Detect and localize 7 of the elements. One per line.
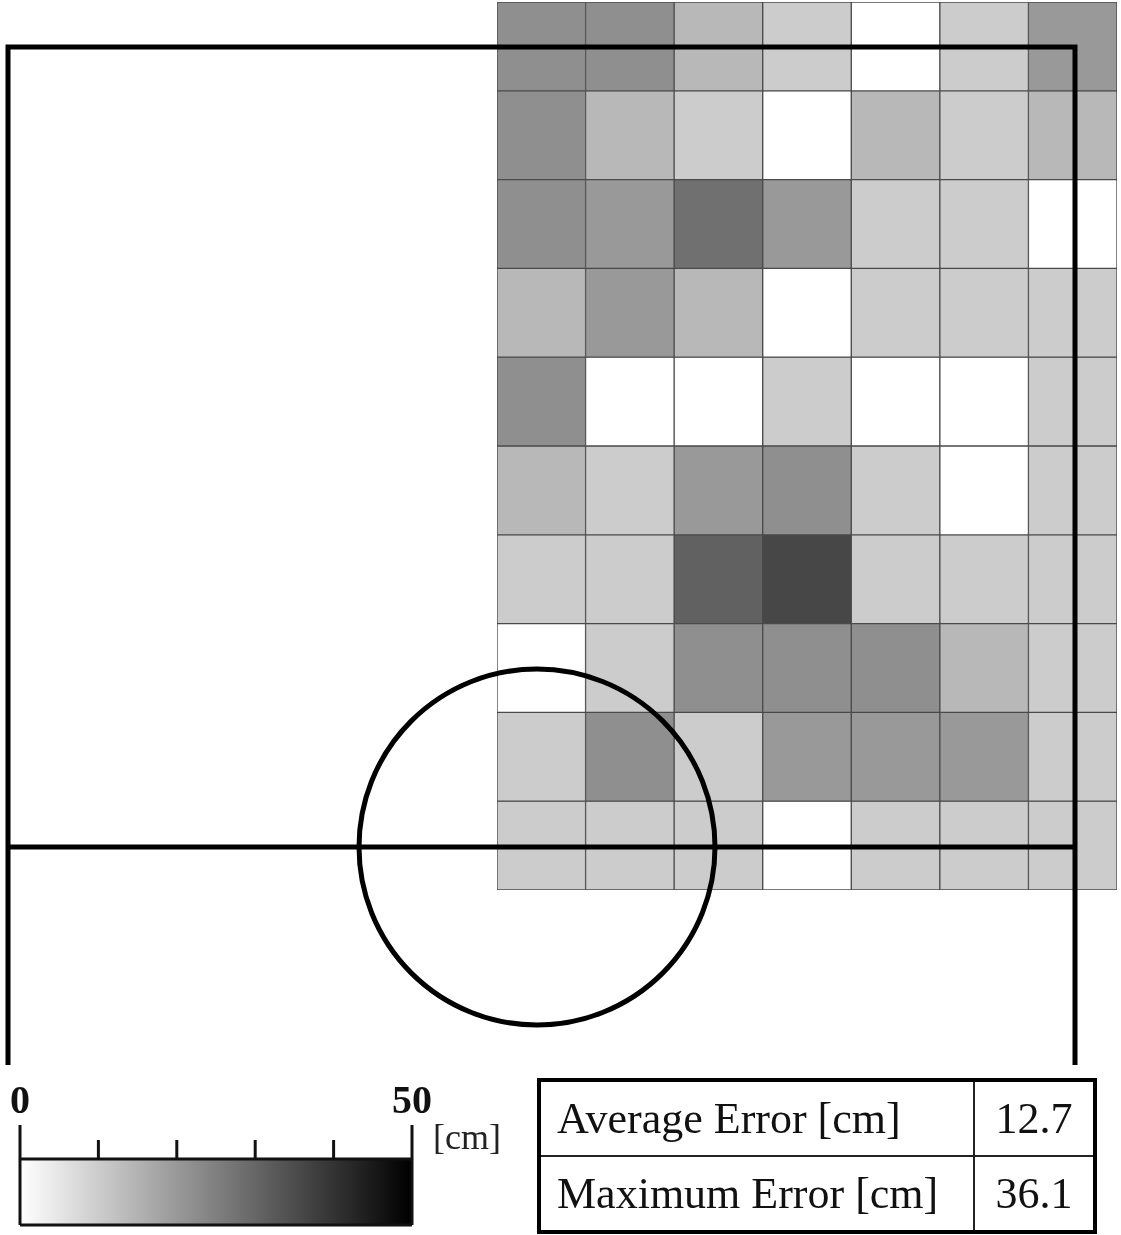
color-bar-label: 50 bbox=[392, 1077, 432, 1122]
text: 12.7 bbox=[974, 1080, 1095, 1156]
text: 36.1 bbox=[974, 1156, 1095, 1232]
text: Average Error [cm] bbox=[539, 1080, 974, 1156]
color-bar-title: [cm] bbox=[433, 1117, 501, 1158]
color-bar-label: 0 bbox=[10, 1077, 30, 1122]
text: Maximum Error [cm] bbox=[539, 1156, 974, 1232]
